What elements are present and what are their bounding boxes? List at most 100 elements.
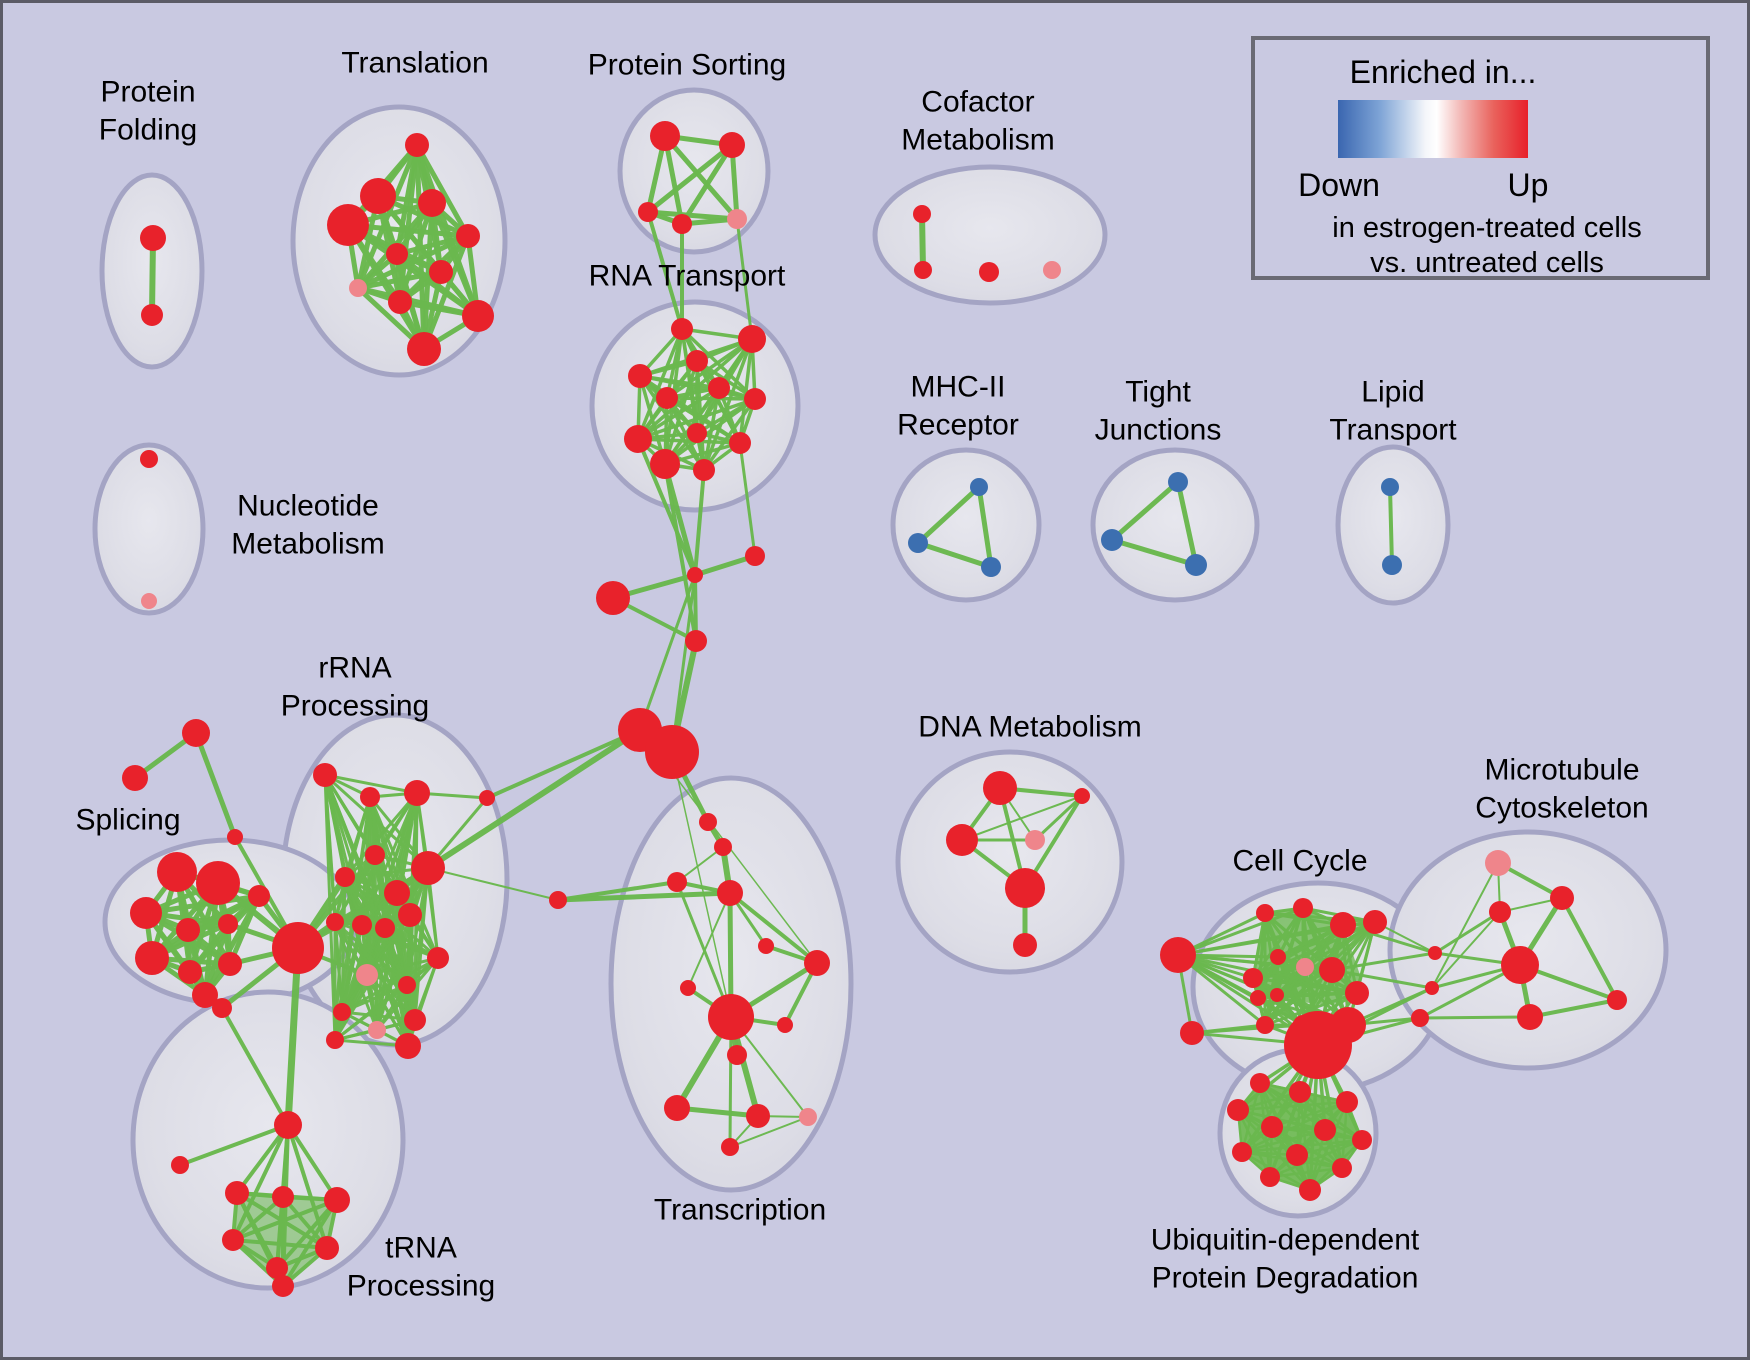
graph-node-cl[interactable] <box>1180 1021 1204 1045</box>
graph-node-c6[interactable] <box>1243 968 1263 988</box>
graph-node-d2[interactable] <box>1074 788 1090 804</box>
graph-node-d1[interactable] <box>983 771 1017 805</box>
graph-node-s3[interactable] <box>130 897 162 929</box>
graph-node-t9[interactable] <box>388 290 412 314</box>
graph-node-r6[interactable] <box>411 851 445 885</box>
graph-node-g1[interactable] <box>272 922 324 974</box>
graph-node-rt6[interactable] <box>656 387 678 409</box>
graph-node-n7[interactable] <box>272 1275 294 1297</box>
graph-node-tj3[interactable] <box>1185 554 1207 576</box>
graph-node-r5[interactable] <box>335 867 355 887</box>
graph-node-d6[interactable] <box>1013 933 1037 957</box>
graph-node-d3[interactable] <box>946 824 978 856</box>
graph-node-n3[interactable] <box>324 1187 350 1213</box>
graph-node-u12[interactable] <box>1299 1179 1321 1201</box>
graph-node-c11[interactable] <box>1250 990 1266 1006</box>
graph-node-nm1[interactable] <box>140 450 158 468</box>
graph-node-sb[interactable] <box>212 998 232 1018</box>
graph-node-s2[interactable] <box>196 861 240 905</box>
graph-node-t4[interactable] <box>418 189 446 217</box>
graph-node-u1[interactable] <box>1250 1073 1270 1093</box>
graph-node-h2b[interactable] <box>645 725 699 779</box>
graph-node-rt3[interactable] <box>686 350 708 372</box>
graph-node-mt5[interactable] <box>1517 1004 1543 1030</box>
graph-node-u3[interactable] <box>1336 1091 1358 1113</box>
graph-node-cf1[interactable] <box>913 205 931 223</box>
graph-node-r15[interactable] <box>404 1009 426 1031</box>
graph-node-u10[interactable] <box>1332 1158 1352 1178</box>
graph-node-n4[interactable] <box>222 1229 244 1251</box>
graph-node-ps2[interactable] <box>719 132 745 158</box>
graph-node-bigL[interactable] <box>596 581 630 615</box>
graph-node-ps3[interactable] <box>638 202 658 222</box>
graph-node-s5[interactable] <box>218 914 238 934</box>
graph-node-c1[interactable] <box>1160 937 1196 973</box>
graph-node-r14[interactable] <box>333 1003 351 1021</box>
graph-node-s4[interactable] <box>176 918 200 942</box>
graph-node-rt8[interactable] <box>624 425 652 453</box>
graph-node-hr[interactable] <box>745 546 765 566</box>
graph-node-r11[interactable] <box>398 903 422 927</box>
graph-node-pf1[interactable] <box>140 225 166 251</box>
graph-node-x1[interactable] <box>479 790 495 806</box>
graph-node-tr15[interactable] <box>799 1108 817 1126</box>
graph-node-t6[interactable] <box>386 243 408 265</box>
graph-node-h1[interactable] <box>687 567 703 583</box>
graph-node-tr12[interactable] <box>777 1017 793 1033</box>
graph-node-x4[interactable] <box>227 829 243 845</box>
graph-node-t8[interactable] <box>349 279 367 297</box>
graph-node-r12[interactable] <box>427 947 449 969</box>
graph-node-n5[interactable] <box>266 1257 288 1279</box>
graph-node-c14[interactable] <box>1256 1016 1274 1034</box>
graph-node-s6[interactable] <box>135 941 169 975</box>
graph-node-t3[interactable] <box>327 204 369 246</box>
graph-node-s8[interactable] <box>218 952 242 976</box>
graph-node-c12[interactable] <box>1270 988 1284 1002</box>
graph-node-c8[interactable] <box>1296 958 1314 976</box>
graph-node-tr8[interactable] <box>680 980 696 996</box>
graph-node-rt9[interactable] <box>687 423 707 443</box>
graph-node-cf2[interactable] <box>914 261 932 279</box>
graph-node-c5[interactable] <box>1363 910 1387 934</box>
graph-node-c3[interactable] <box>1293 898 1313 918</box>
graph-node-d5[interactable] <box>1005 868 1045 908</box>
graph-node-x2[interactable] <box>182 719 210 747</box>
graph-node-m3[interactable] <box>981 557 1001 577</box>
graph-node-d4[interactable] <box>1025 830 1045 850</box>
graph-node-t7[interactable] <box>429 260 453 284</box>
graph-node-r7[interactable] <box>384 880 410 906</box>
graph-node-r17[interactable] <box>326 1031 344 1049</box>
graph-node-tj1[interactable] <box>1168 472 1188 492</box>
graph-node-nm2[interactable] <box>141 593 157 609</box>
graph-node-cf3[interactable] <box>979 262 999 282</box>
graph-node-t11[interactable] <box>407 332 441 366</box>
graph-node-u4[interactable] <box>1227 1099 1249 1121</box>
graph-node-u5[interactable] <box>1261 1116 1283 1138</box>
graph-node-mt4[interactable] <box>1501 946 1539 984</box>
graph-node-tr16[interactable] <box>721 1138 739 1156</box>
graph-node-u6[interactable] <box>1314 1119 1336 1141</box>
graph-node-tr1[interactable] <box>699 813 717 831</box>
graph-node-t10[interactable] <box>462 300 494 332</box>
graph-node-tr3[interactable] <box>667 872 687 892</box>
graph-node-tl[interactable] <box>171 1156 189 1174</box>
graph-node-r4[interactable] <box>365 845 385 865</box>
graph-node-tj2[interactable] <box>1101 529 1123 551</box>
graph-node-ps1[interactable] <box>650 121 680 151</box>
graph-node-r8[interactable] <box>326 913 344 931</box>
graph-node-tr7[interactable] <box>804 950 830 976</box>
graph-node-tr2[interactable] <box>714 838 732 856</box>
graph-node-G2[interactable] <box>1284 1011 1352 1079</box>
graph-node-s9[interactable] <box>248 885 270 907</box>
graph-node-r13[interactable] <box>398 976 416 994</box>
graph-node-cx2[interactable] <box>1425 981 1439 995</box>
graph-node-r10[interactable] <box>375 918 395 938</box>
graph-node-rt5[interactable] <box>708 377 730 399</box>
graph-node-n6[interactable] <box>315 1236 339 1260</box>
graph-node-s10[interactable] <box>192 982 218 1008</box>
graph-node-tr14[interactable] <box>746 1104 770 1128</box>
graph-node-r2[interactable] <box>360 787 380 807</box>
graph-node-p1[interactable] <box>356 964 378 986</box>
graph-node-ps5[interactable] <box>727 209 747 229</box>
graph-node-t1[interactable] <box>405 133 429 157</box>
